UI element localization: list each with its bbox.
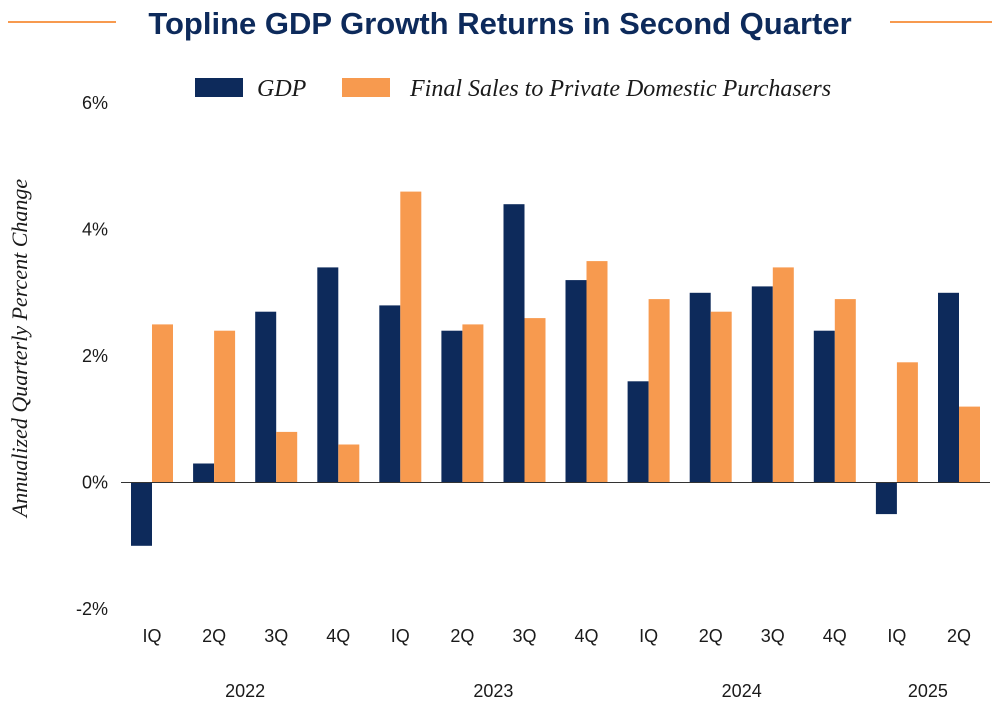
legend-label-gdp: GDP (257, 76, 307, 102)
y-tick-label: -2% (76, 599, 108, 619)
bar-gdp-6 (503, 204, 525, 483)
category-label: 3Q (512, 626, 536, 646)
bar-final-sales-13 (959, 406, 980, 483)
legend-label-final-sales: Final Sales to Private Domestic Purchase… (409, 76, 831, 102)
bar-gdp-5 (441, 330, 463, 483)
category-label: 4Q (823, 626, 847, 646)
category-label: 3Q (761, 626, 785, 646)
legend-swatch-gdp (195, 78, 243, 97)
bar-gdp-2 (255, 311, 277, 483)
category-label: IQ (391, 626, 410, 646)
legend-swatch-final-sales (342, 78, 390, 97)
bar-final-sales-9 (710, 311, 732, 483)
bar-final-sales-8 (648, 299, 670, 483)
category-label: 2Q (202, 626, 226, 646)
bar-gdp-12 (875, 482, 897, 515)
bar-final-sales-7 (586, 261, 608, 483)
year-label: 2023 (473, 681, 513, 701)
category-label: 2Q (699, 626, 723, 646)
bar-gdp-13 (938, 292, 959, 483)
bar-gdp-3 (317, 267, 339, 483)
bar-final-sales-1 (214, 330, 236, 483)
bar-final-sales-6 (524, 318, 546, 483)
y-tick-labels: -2% 0% 2% 4% 6% (76, 93, 108, 619)
y-tick-label: 4% (82, 220, 108, 240)
category-label: 2Q (947, 626, 971, 646)
bar-gdp-1 (193, 463, 215, 483)
year-label: 2025 (908, 681, 948, 701)
year-label: 2024 (722, 681, 762, 701)
bar-gdp-0 (131, 482, 152, 546)
year-label: 2022 (225, 681, 265, 701)
bar-gdp-10 (751, 286, 773, 483)
bar-final-sales-4 (400, 191, 422, 483)
category-label: 3Q (264, 626, 288, 646)
bar-gdp-7 (565, 280, 587, 483)
bar-final-sales-5 (462, 324, 484, 483)
bar-final-sales-12 (896, 362, 918, 483)
bar-gdp-4 (379, 305, 401, 483)
bar-gdp-9 (689, 292, 711, 483)
bar-gdp-8 (627, 381, 649, 483)
bars (131, 191, 980, 546)
y-tick-label: 0% (82, 473, 108, 493)
category-label: IQ (142, 626, 161, 646)
category-label: 4Q (574, 626, 598, 646)
year-labels: 2022 2023 2024 2025 (225, 681, 948, 701)
category-label: 2Q (450, 626, 474, 646)
bar-gdp-11 (813, 330, 835, 483)
bar-final-sales-3 (338, 444, 360, 483)
bar-final-sales-11 (834, 299, 856, 483)
bar-final-sales-10 (772, 267, 794, 483)
bar-final-sales-0 (152, 324, 173, 483)
y-tick-label: 6% (82, 93, 108, 113)
category-label: IQ (639, 626, 658, 646)
bar-final-sales-2 (276, 431, 298, 483)
category-label: 4Q (326, 626, 350, 646)
category-labels: IQ 2Q 3Q 4Q IQ 2Q 3Q 4Q IQ 2Q 3Q 4Q IQ 2Q (142, 626, 971, 646)
category-label: IQ (887, 626, 906, 646)
chart-title: Topline GDP Growth Returns in Second Qua… (148, 6, 851, 41)
y-axis-label: Annualized Quarterly Percent Change (7, 179, 32, 520)
y-tick-label: 2% (82, 346, 108, 366)
